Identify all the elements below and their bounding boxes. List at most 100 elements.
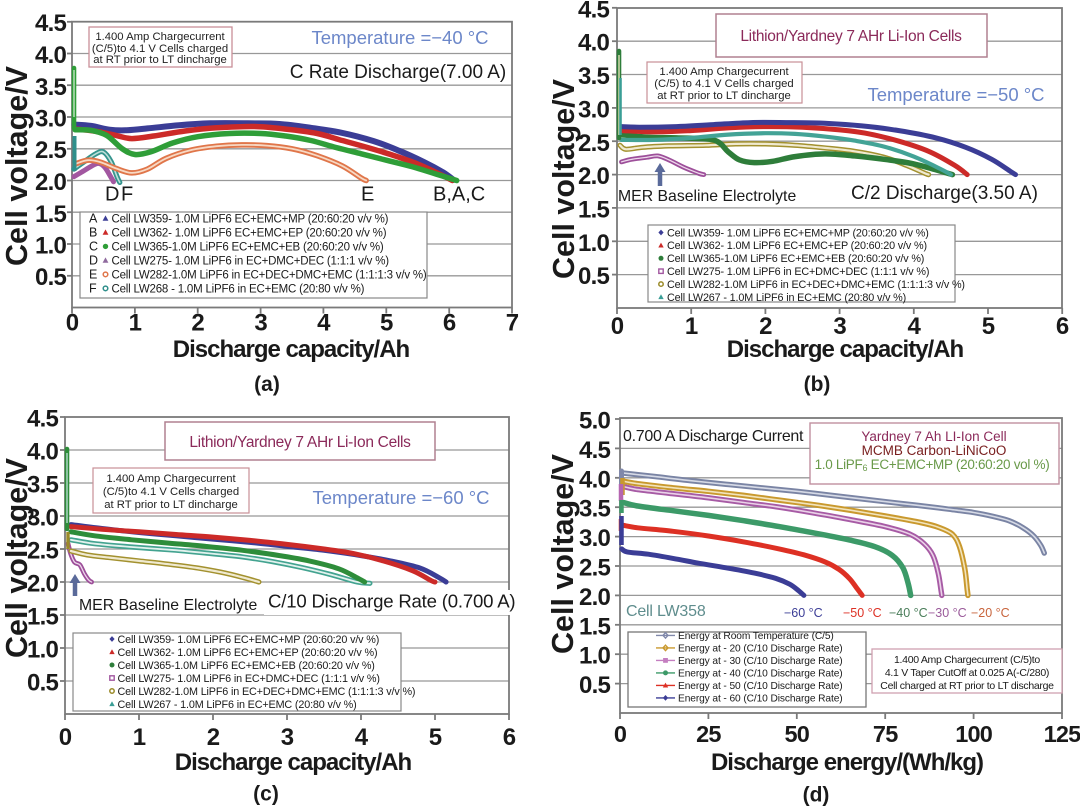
svg-text:Cell LW362- 1.0M LiPF6 EC+EMC+: Cell LW362- 1.0M LiPF6 EC+EMC+EP (20:60:… xyxy=(667,240,927,252)
svg-text:C: C xyxy=(89,240,98,254)
svg-text:Cell LW362- 1.0M LiPF6 EC+EMC+: Cell LW362- 1.0M LiPF6 EC+EMC+EP (20:60:… xyxy=(112,228,387,240)
svg-text:4.5: 4.5 xyxy=(27,406,58,433)
svg-text:5: 5 xyxy=(429,724,442,751)
svg-text:Cell voltage/V: Cell voltage/V xyxy=(0,65,34,266)
svg-text:Cell voltage/V: Cell voltage/V xyxy=(0,457,34,658)
svg-text:Cell LW282-1.0M LiPF6 in EC+DE: Cell LW282-1.0M LiPF6 in EC+DEC+DMC+EMC … xyxy=(112,270,427,282)
svg-text:4.5: 4.5 xyxy=(35,10,66,37)
svg-text:Discharge energy/(Wh/kg): Discharge energy/(Wh/kg) xyxy=(711,749,983,776)
svg-text:3.5: 3.5 xyxy=(578,63,609,90)
svg-text:4.0: 4.0 xyxy=(578,30,609,57)
svg-text:5: 5 xyxy=(380,310,393,337)
svg-text:4: 4 xyxy=(317,310,331,337)
svg-text:1.5: 1.5 xyxy=(578,196,609,223)
svg-text:Cell LW359- 1.0M LiPF6 EC+EMC+: Cell LW359- 1.0M LiPF6 EC+EMC+MP (20:60:… xyxy=(118,634,380,646)
svg-text:4.0: 4.0 xyxy=(35,42,66,69)
svg-text:4: 4 xyxy=(908,313,922,340)
svg-text:−30 °C: −30 °C xyxy=(928,606,967,620)
svg-text:5.0: 5.0 xyxy=(579,408,610,435)
svg-text:Cell LW365-1.0M LiPF6 EC+EMC+E: Cell LW365-1.0M LiPF6 EC+EMC+EB (20:60:2… xyxy=(667,253,924,265)
svg-text:Temperature =−40 °C: Temperature =−40 °C xyxy=(311,27,488,48)
svg-text:Yardney 7 Ah LI-Ion Cell: Yardney 7 Ah LI-Ion Cell xyxy=(861,429,1006,444)
svg-text:Energy at - 20 (C/10 Discharge: Energy at - 20 (C/10 Discharge Rate) xyxy=(678,644,843,655)
svg-text:1.0: 1.0 xyxy=(579,643,610,670)
svg-text:Cell LW268 - 1.0M LiPF6 in EC+: Cell LW268 - 1.0M LiPF6 in EC+EMC (20:80… xyxy=(112,284,365,296)
svg-text:4: 4 xyxy=(355,724,369,751)
svg-text:Discharge capacity/Ah: Discharge capacity/Ah xyxy=(175,749,412,776)
svg-text:0.5: 0.5 xyxy=(579,672,610,699)
svg-text:3.0: 3.0 xyxy=(579,525,610,552)
svg-text:5: 5 xyxy=(982,313,995,340)
svg-text:Energy at - 40 (C/10 Discharge: Energy at - 40 (C/10 Discharge Rate) xyxy=(678,669,843,680)
svg-text:Cell LW365-1.0M LiPF6 EC+EMC+E: Cell LW365-1.0M LiPF6 EC+EMC+EB (20:60:2… xyxy=(112,242,384,254)
svg-text:(d): (d) xyxy=(803,784,830,807)
svg-text:1.400 Amp Chargecurrent (C/5)t: 1.400 Amp Chargecurrent (C/5)to xyxy=(894,654,1040,666)
svg-text:Cell voltage/V: Cell voltage/V xyxy=(547,78,581,279)
svg-text:4.0: 4.0 xyxy=(27,439,58,466)
svg-text:25: 25 xyxy=(696,721,721,747)
svg-text:E: E xyxy=(89,268,97,282)
svg-text:4.5: 4.5 xyxy=(579,437,610,464)
svg-text:1.400 Amp Chargecurrent: 1.400 Amp Chargecurrent xyxy=(95,31,225,43)
svg-text:A: A xyxy=(89,212,98,226)
svg-text:Discharge capacity/Ah: Discharge capacity/Ah xyxy=(173,336,410,363)
svg-text:Energy at - 60 (C/10 Discharge: Energy at - 60 (C/10 Discharge Rate) xyxy=(678,694,843,705)
svg-text:2.0: 2.0 xyxy=(578,163,609,190)
svg-text:Energy at - 50 (C/10 Discharge: Energy at - 50 (C/10 Discharge Rate) xyxy=(678,681,843,692)
svg-text:2.5: 2.5 xyxy=(35,137,66,164)
svg-text:−40 °C: −40 °C xyxy=(889,606,928,620)
svg-text:100: 100 xyxy=(955,721,993,747)
svg-text:Temperature =−60 °C: Temperature =−60 °C xyxy=(312,487,489,508)
svg-text:1.0: 1.0 xyxy=(27,637,58,664)
svg-text:0.5: 0.5 xyxy=(27,670,58,697)
svg-text:3: 3 xyxy=(833,313,846,340)
svg-text:Cell LW359- 1.0M LiPF6 EC+EMC+: Cell LW359- 1.0M LiPF6 EC+EMC+MP (20:60:… xyxy=(112,214,389,226)
svg-text:3: 3 xyxy=(281,724,294,751)
svg-text:2.5: 2.5 xyxy=(578,130,609,157)
svg-text:−20 °C: −20 °C xyxy=(971,606,1010,620)
svg-text:2.5: 2.5 xyxy=(579,555,610,582)
svg-text:1.400 Amp Chargecurrent: 1.400 Amp Chargecurrent xyxy=(106,473,236,485)
svg-text:1.0 LiPF6 EC+EMC+MP (20:60:20: 1.0 LiPF6 EC+EMC+MP (20:60:20 vol %) xyxy=(815,457,1050,473)
svg-text:(C/5) to 4.1 V Cells charged: (C/5) to 4.1 V Cells charged xyxy=(654,78,793,90)
svg-text:C Rate Discharge(7.00 A): C Rate Discharge(7.00 A) xyxy=(290,62,507,83)
svg-text:Cell LW267 - 1.0M LiPF6 in EC+: Cell LW267 - 1.0M LiPF6 in EC+EMC (20:80… xyxy=(667,292,906,304)
svg-text:MCMB Carbon-LiNiCoO: MCMB Carbon-LiNiCoO xyxy=(862,443,1007,458)
svg-text:C/10 Discharge Rate (0.700 A): C/10 Discharge Rate (0.700 A) xyxy=(268,591,515,612)
svg-text:2.0: 2.0 xyxy=(27,571,58,598)
svg-text:3: 3 xyxy=(254,310,267,337)
svg-text:Temperature =−50 °C: Temperature =−50 °C xyxy=(867,84,1044,105)
svg-text:0.5: 0.5 xyxy=(578,263,609,290)
svg-text:2: 2 xyxy=(759,313,772,340)
svg-text:125: 125 xyxy=(1044,721,1080,747)
svg-text:Energy at - 30 (C/10 Discharge: Energy at - 30 (C/10 Discharge Rate) xyxy=(678,656,843,667)
svg-text:3.0: 3.0 xyxy=(35,106,66,133)
svg-text:6: 6 xyxy=(503,724,516,751)
svg-text:Cell LW275- 1.0M LiPF6 in EC+D: Cell LW275- 1.0M LiPF6 in EC+DMC+DEC (1:… xyxy=(118,673,380,685)
svg-text:2.0: 2.0 xyxy=(35,169,66,196)
svg-text:D: D xyxy=(105,184,119,206)
svg-text:0.5: 0.5 xyxy=(35,264,66,291)
svg-text:C/2 Discharge(3.50 A): C/2 Discharge(3.50 A) xyxy=(851,183,1038,204)
svg-text:0: 0 xyxy=(66,310,79,337)
svg-text:3.5: 3.5 xyxy=(35,74,66,101)
svg-text:1: 1 xyxy=(129,310,142,337)
svg-text:1.400 Amp Chargecurrent: 1.400 Amp Chargecurrent xyxy=(659,66,789,78)
svg-text:0: 0 xyxy=(611,313,624,340)
svg-text:E: E xyxy=(361,184,374,206)
svg-text:0: 0 xyxy=(614,721,627,747)
svg-text:(b): (b) xyxy=(804,373,831,396)
svg-text:Cell LW275- 1.0M LiPF6 in EC+D: Cell LW275- 1.0M LiPF6 in EC+DMC+DEC (1:… xyxy=(112,256,390,268)
svg-text:Lithion/Yardney 7 AHr Li-Ion C: Lithion/Yardney 7 AHr Li-Ion Cells xyxy=(740,28,962,45)
svg-text:−50 °C: −50 °C xyxy=(843,606,882,620)
svg-text:at RT prior to LT dincharge: at RT prior to LT dincharge xyxy=(657,90,791,102)
svg-text:0: 0 xyxy=(59,724,72,751)
svg-text:1.5: 1.5 xyxy=(27,604,58,631)
svg-text:2: 2 xyxy=(207,724,220,751)
svg-text:F: F xyxy=(121,184,133,206)
svg-text:D: D xyxy=(89,254,98,268)
svg-text:Cell LW358: Cell LW358 xyxy=(626,603,706,620)
svg-text:2: 2 xyxy=(191,310,204,337)
svg-text:−60 °C: −60 °C xyxy=(784,606,823,620)
svg-text:1.0: 1.0 xyxy=(578,230,609,257)
